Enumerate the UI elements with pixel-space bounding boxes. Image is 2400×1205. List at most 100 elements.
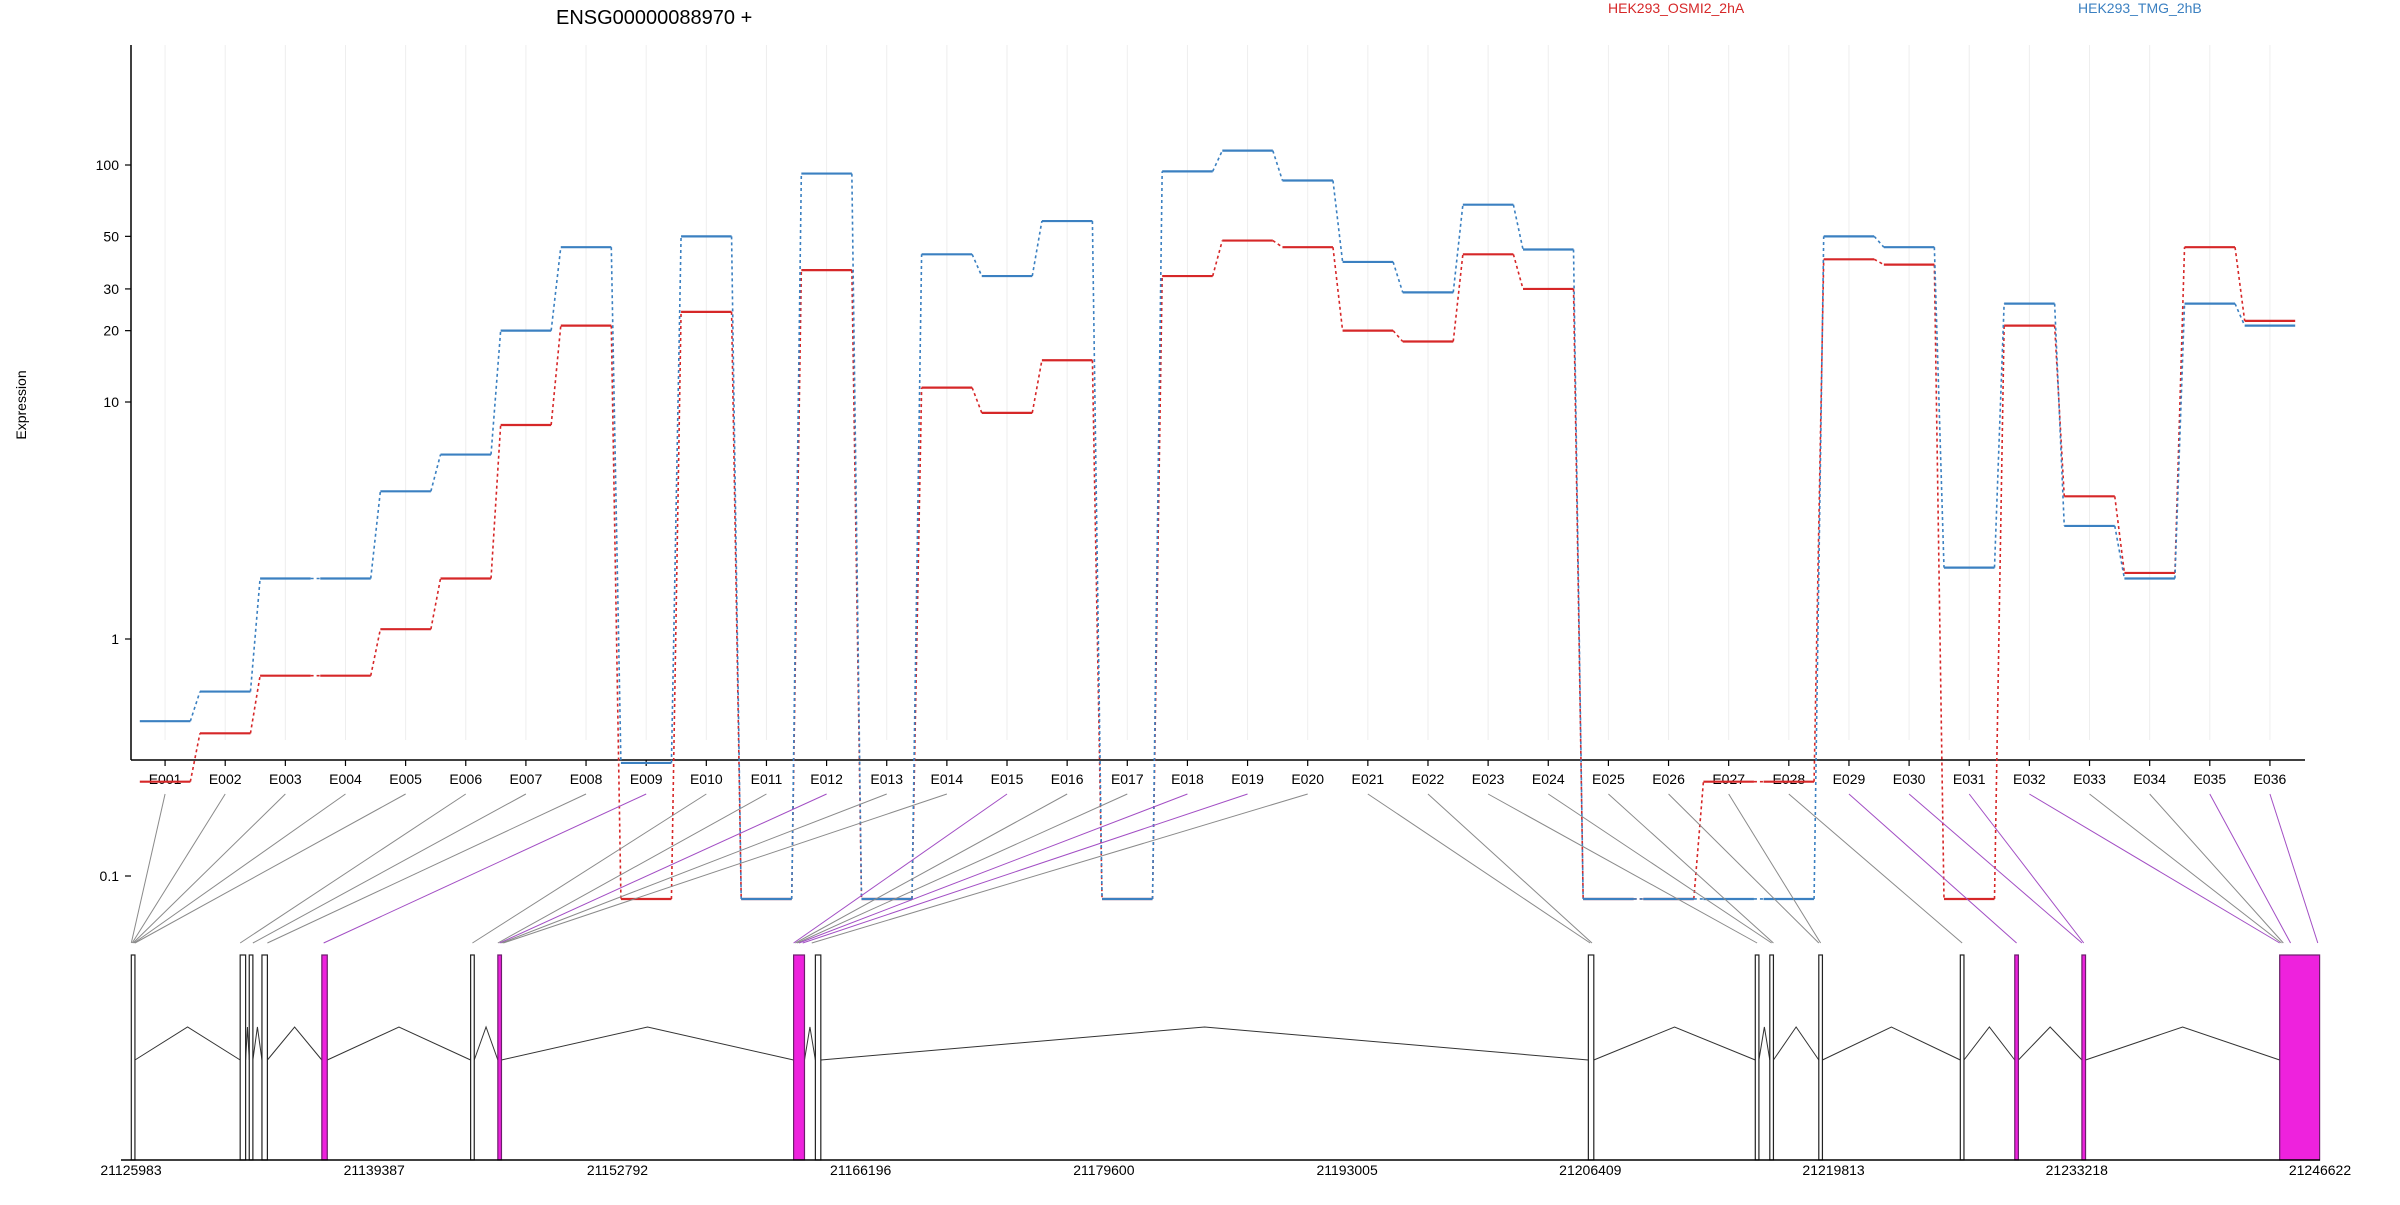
series-connector	[1031, 360, 1043, 413]
exon-block	[1959, 954, 1965, 1161]
exon-link-e019	[802, 793, 1248, 944]
series-connector	[1512, 254, 1524, 290]
exon-block	[814, 954, 822, 1161]
x-tick-label: E035	[2193, 771, 2226, 787]
exon-link-e013	[501, 793, 887, 944]
series-connector	[1332, 247, 1344, 331]
chart-title: ENSG00000088970 +	[556, 7, 752, 29]
exon-block-highlighted	[497, 954, 503, 1161]
y-tick-label: 0.1	[100, 868, 120, 884]
series-connector	[430, 578, 442, 630]
exon-link-e015	[793, 793, 1008, 944]
series-connector	[1933, 264, 1945, 899]
genomic-tick-label: 21152792	[587, 1162, 648, 1178]
y-tick-label: 10	[103, 394, 119, 410]
x-tick-label: E013	[870, 771, 903, 787]
intron-line	[473, 1025, 499, 1061]
exon-link-e036	[2269, 793, 2319, 944]
x-axis: E001 E002 E003 E004 E005 E006 E007 E008 E009 E010…	[131, 759, 2305, 787]
series-connector	[670, 311, 682, 899]
series-connector	[490, 330, 502, 455]
series-connector	[911, 387, 923, 899]
x-tick-label: E006	[449, 771, 482, 787]
x-tick-label: E018	[1171, 771, 1204, 787]
series-connector	[851, 173, 863, 899]
series-connector	[1091, 221, 1103, 899]
series-connector	[610, 247, 622, 763]
x-tick-label: E034	[2133, 771, 2166, 787]
series-connector	[1332, 180, 1344, 263]
series-connector	[730, 236, 742, 899]
series-connector	[2113, 525, 2126, 579]
series-connector	[911, 254, 923, 899]
exon-link-e027	[1728, 793, 1822, 944]
series-connector	[2174, 303, 2186, 579]
exon-block	[1818, 954, 1824, 1161]
exon-block	[1754, 954, 1760, 1161]
exon-link-e003	[132, 793, 286, 944]
x-tick-label: E036	[2254, 771, 2287, 787]
series-connector	[490, 424, 502, 579]
legend-entry-tmg: HEK293_TMG_2hB	[2078, 0, 2202, 16]
x-tick-label: E019	[1231, 771, 1264, 787]
y-axis-label: Expression	[13, 370, 29, 439]
x-tick-label: E028	[1772, 771, 1805, 787]
series-connector	[1993, 325, 2005, 899]
exon-link-e030	[1908, 793, 2083, 944]
series-connector	[1392, 330, 1404, 343]
x-tick-label: E012	[810, 771, 843, 787]
intron-line	[803, 1026, 816, 1061]
series-connector	[1452, 204, 1464, 293]
x-tick-label: E029	[1833, 771, 1866, 787]
series-connector	[550, 247, 562, 331]
x-tick-label: E025	[1592, 771, 1625, 787]
y-tick-label: 50	[103, 228, 119, 244]
x-tick-label: E004	[329, 771, 362, 787]
series-connector	[1873, 235, 1885, 248]
series-connector	[1933, 247, 1945, 568]
series-connector	[1993, 303, 2005, 568]
x-tick-label: E003	[269, 771, 302, 787]
series-connector	[1272, 150, 1284, 181]
genomic-tick-label: 21125983	[100, 1162, 161, 1178]
exon-link-e017	[797, 793, 1128, 944]
exon-link-e012	[499, 793, 827, 944]
x-tick-label: E014	[931, 771, 964, 787]
intron-line	[134, 1026, 241, 1061]
y-tick-label: 1	[111, 631, 119, 647]
exon-block-highlighted	[2081, 954, 2087, 1161]
exon-link-e022	[1427, 793, 1593, 944]
x-tick-label: E001	[149, 771, 182, 787]
series-connector	[1873, 258, 1885, 266]
series-connector	[2234, 247, 2246, 321]
genomic-tick-label: 21206409	[1559, 1162, 1622, 1178]
series-connector	[2053, 325, 2066, 497]
exon-link-e018	[798, 793, 1188, 944]
legend-entry-osmi2: HEK293_OSMI2_2hA	[1608, 0, 1745, 16]
series-connector	[1091, 360, 1103, 899]
series-osmi2	[139, 239, 2296, 901]
exon-link-e032	[2029, 793, 2280, 944]
intron-line	[267, 1026, 323, 1061]
intron-line	[1963, 1026, 2016, 1061]
series-connector	[2113, 496, 2126, 574]
genomic-tick-label: 21233218	[2046, 1162, 2109, 1178]
exon-block-highlighted	[321, 954, 328, 1161]
exon-block	[130, 954, 136, 1161]
x-tick-label: E024	[1532, 771, 1565, 787]
exon-block-highlighted	[2279, 954, 2321, 1161]
intron-line	[2085, 1026, 2280, 1061]
x-tick-label: E017	[1111, 771, 1144, 787]
gene-model	[130, 954, 2321, 1161]
exon-link-e014	[503, 793, 948, 944]
x-tick-label: E033	[2073, 771, 2106, 787]
exon-link-e024	[1547, 793, 1772, 944]
intron-line	[245, 1026, 250, 1061]
series-connector	[1813, 236, 1825, 899]
series-connector	[550, 325, 562, 426]
series-connector	[189, 733, 201, 782]
series-tmg	[139, 149, 2296, 901]
x-tick-label: E010	[690, 771, 723, 787]
genomic-tick-label: 21179600	[1073, 1162, 1134, 1178]
genomic-tick-label: 21166196	[830, 1162, 891, 1178]
